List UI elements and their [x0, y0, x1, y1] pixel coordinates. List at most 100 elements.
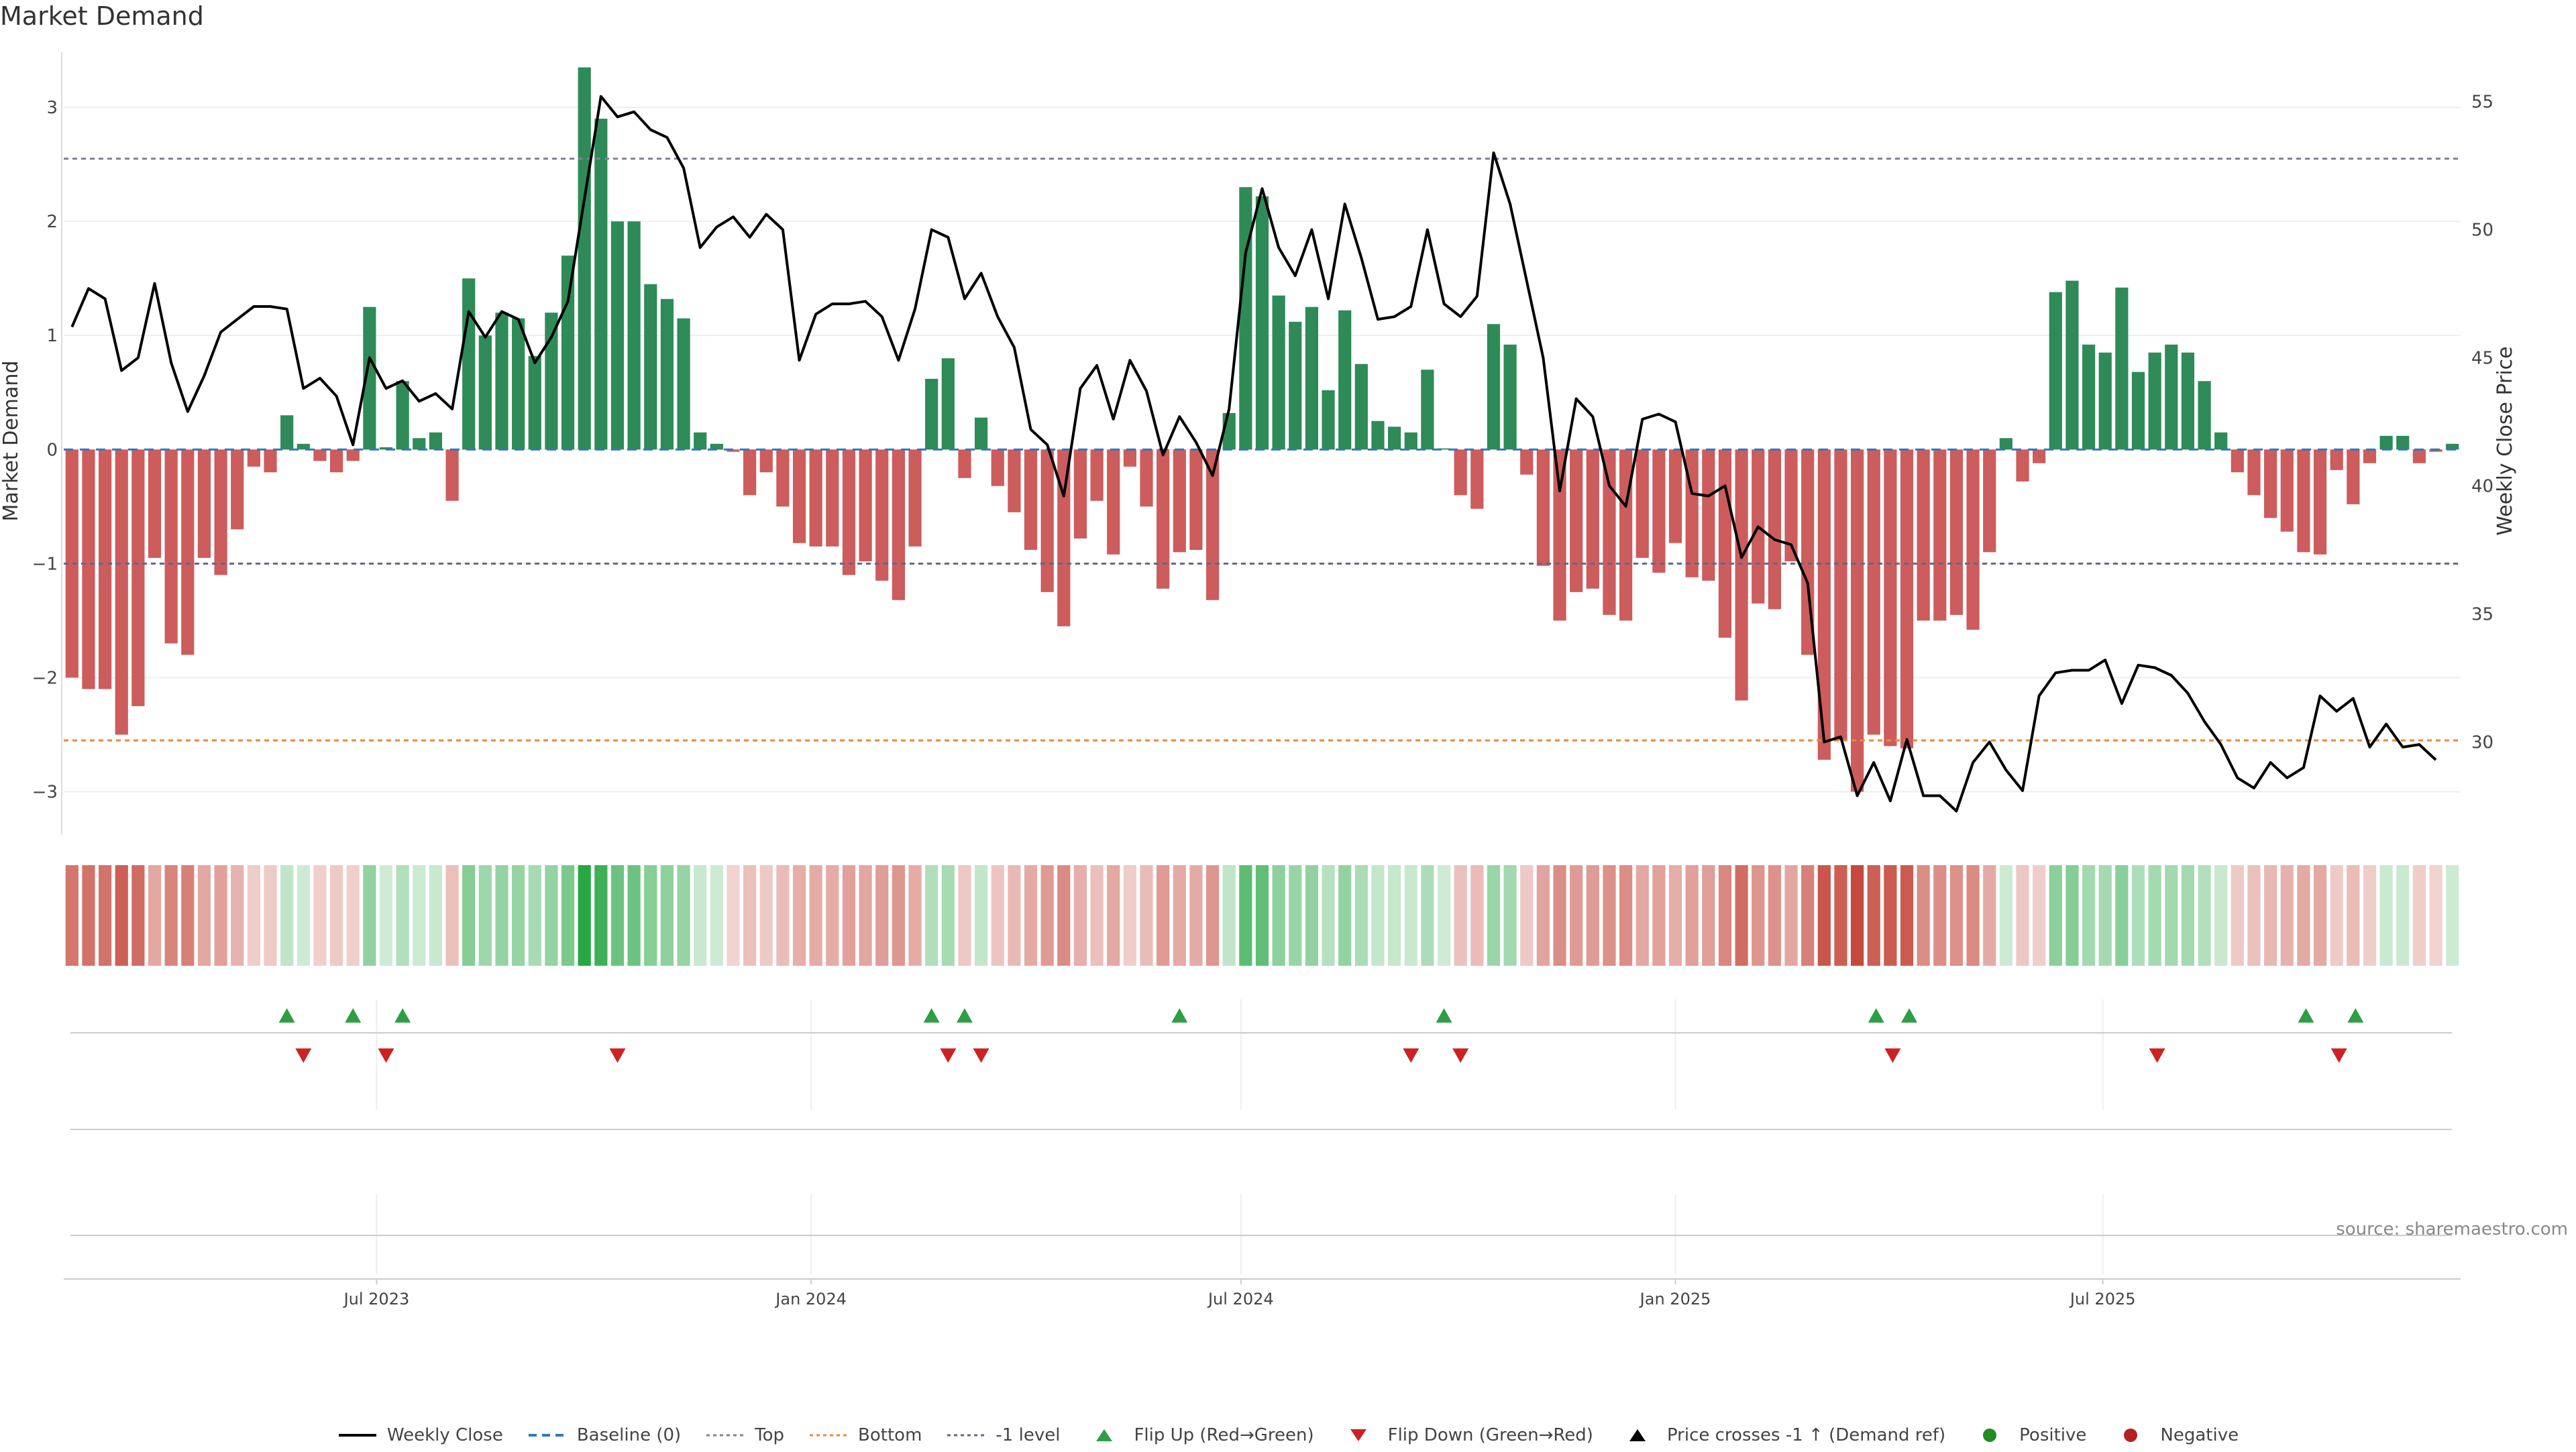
y-right-axis-label: Weekly Close Price: [2493, 346, 2517, 535]
heat-strip-cell: [82, 865, 95, 966]
legend-item-baseline: Baseline (0): [527, 1425, 681, 1445]
heat-strip-cell: [710, 865, 723, 966]
demand-bar: [181, 449, 195, 655]
demand-bar: [759, 449, 773, 473]
y-left-tick-label: −1: [32, 554, 58, 574]
heat-strip-cell: [2115, 865, 2129, 966]
y-right-tick-label: 40: [2471, 476, 2493, 496]
legend-label: Top: [755, 1425, 785, 1445]
heat-strip-cell: [478, 865, 492, 966]
legend-label: Positive: [2019, 1425, 2087, 1445]
demand-bar: [1090, 449, 1104, 501]
demand-bar: [1553, 449, 1566, 621]
line-solid-icon: [338, 1434, 376, 1437]
y-left-axis-label: Market Demand: [0, 361, 23, 522]
legend-label: Baseline (0): [576, 1425, 682, 1445]
demand-bar: [2313, 449, 2327, 555]
legend-label: Weekly Close: [386, 1425, 503, 1445]
heat-strip-cell: [875, 865, 889, 966]
demand-bar: [495, 313, 508, 450]
demand-bar: [2379, 435, 2393, 450]
heat-strip-cell: [2330, 865, 2343, 966]
heat-strip-cell: [2033, 865, 2046, 966]
heat-strip-cell: [1784, 865, 1798, 966]
heat-strip-cell: [462, 865, 476, 966]
heat-strip-cell: [892, 865, 905, 966]
heat-strip-cell: [1603, 865, 1616, 966]
demand-bar: [1008, 449, 1021, 512]
demand-bar: [1917, 449, 1930, 621]
demand-bar: [1619, 449, 1633, 621]
demand-bar: [710, 443, 723, 450]
demand-bar: [2065, 280, 2079, 450]
triangle-up-green-icon: [1096, 1429, 1113, 1441]
heat-strip-cell: [495, 865, 508, 966]
y-right-tick-label: 55: [2471, 92, 2493, 112]
demand-bar: [98, 449, 112, 689]
heat-strip-cell: [677, 865, 690, 966]
heat-strip-cell: [247, 865, 260, 966]
heat-strip-cell: [2446, 865, 2459, 966]
demand-bar: [115, 449, 128, 735]
demand-bar: [1768, 449, 1781, 610]
source-label: source: sharemaestro.com: [2336, 1219, 2568, 1239]
demand-bar: [1999, 438, 2012, 450]
heat-strip-cell: [809, 865, 822, 966]
flip-up-marker: [345, 1008, 362, 1023]
heat-strip-cell: [528, 865, 541, 966]
demand-bar: [280, 415, 294, 450]
demand-bar: [1983, 449, 1996, 553]
heat-strip-cell: [1073, 865, 1087, 966]
y-right-tick-label: 50: [2471, 220, 2493, 240]
heat-strip-cell: [98, 865, 112, 966]
demand-bar: [1933, 449, 1947, 621]
demand-bar: [1850, 449, 1864, 792]
heat-strip-cell: [379, 865, 393, 966]
demand-bar: [2396, 435, 2410, 450]
triangle-down-red-icon: [1350, 1429, 1366, 1441]
heat-strip-cell: [1752, 865, 1765, 966]
heat-strip-cell: [842, 865, 856, 966]
demand-bar: [743, 449, 757, 496]
demand-bar: [1123, 449, 1136, 467]
demand-bar: [1470, 449, 1484, 509]
demand-bar: [478, 335, 492, 450]
x-tick-label: Jul 2023: [343, 1290, 410, 1308]
heat-strip-cell: [1107, 865, 1120, 966]
heat-strip-cell: [2412, 865, 2426, 966]
dot-red-icon: [2124, 1429, 2138, 1442]
demand-bar: [1437, 448, 1451, 450]
demand-bar: [1603, 449, 1616, 615]
demand-bar: [776, 449, 790, 507]
demand-bar: [925, 378, 938, 450]
heat-strip-cell: [1768, 865, 1781, 966]
demand-bar: [875, 449, 889, 581]
demand-bar: [1735, 449, 1748, 701]
flip-up-marker: [278, 1008, 295, 1023]
demand-bar: [1205, 449, 1220, 600]
demand-bar: [1900, 449, 1914, 748]
y-left-tick-label: 3: [46, 98, 58, 118]
heat-strip-cell: [1289, 865, 1302, 966]
demand-bar: [1322, 390, 1335, 450]
demand-bar: [1503, 344, 1517, 450]
demand-bar: [578, 67, 591, 450]
demand-bar: [1272, 295, 1285, 450]
demand-bar: [1173, 449, 1186, 553]
y-left-tick-label: 0: [46, 440, 58, 460]
legend-label: Price crosses -1 ↑ (Demand ref): [1666, 1425, 1946, 1445]
heat-strip-cell: [991, 865, 1004, 966]
heat-strip-cell: [1586, 865, 1599, 966]
flip-down-marker: [378, 1048, 394, 1063]
heat-strip-cell: [2313, 865, 2327, 966]
line-dashed-icon: [528, 1434, 566, 1437]
demand-bar: [329, 449, 343, 473]
heat-strip-cell: [627, 865, 641, 966]
heat-strip-cell: [1917, 865, 1930, 966]
heat-strip-cell: [2280, 865, 2294, 966]
demand-bar: [1834, 449, 1847, 740]
demand-bar: [2198, 381, 2211, 450]
heat-strip-cell: [65, 865, 78, 966]
heat-strip-cell: [1404, 865, 1417, 966]
